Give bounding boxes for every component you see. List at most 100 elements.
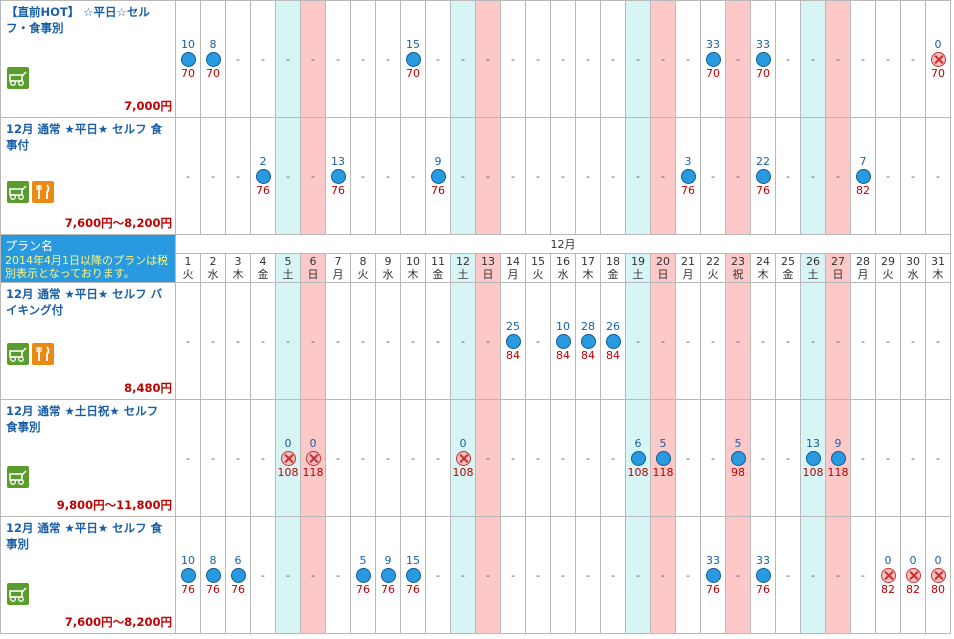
day-number: 17: [581, 255, 595, 268]
unavailable-dash: -: [611, 451, 615, 465]
day-cell[interactable]: 33 70: [700, 0, 726, 118]
available-dot-icon[interactable]: [805, 450, 821, 466]
available-dot-icon[interactable]: [180, 51, 196, 67]
day-cell[interactable]: 10 70: [175, 0, 201, 118]
day-cell[interactable]: 33 70: [750, 0, 776, 118]
unavailable-dash: -: [911, 52, 915, 66]
day-cell: -: [550, 516, 576, 634]
day-cell[interactable]: 6 76: [225, 516, 251, 634]
day-cell[interactable]: 33 76: [750, 516, 776, 634]
day-cell[interactable]: 6 108: [625, 399, 651, 517]
weekday: 日: [307, 268, 319, 281]
day-cell[interactable]: 25 84: [500, 282, 526, 400]
available-dot-icon[interactable]: [830, 450, 846, 466]
available-dot-icon[interactable]: [680, 168, 696, 184]
available-dot-icon[interactable]: [855, 168, 871, 184]
day-cell[interactable]: 0 108: [450, 399, 476, 517]
unavailable-dash: -: [386, 169, 390, 183]
available-dot-icon[interactable]: [705, 51, 721, 67]
available-dot-icon[interactable]: [355, 567, 371, 583]
weekday: 金: [257, 268, 269, 281]
day-cell[interactable]: 28 84: [575, 282, 601, 400]
available-dot-icon[interactable]: [705, 567, 721, 583]
day-number: 6: [309, 255, 317, 268]
day-cell[interactable]: 22 76: [750, 117, 776, 235]
plan-name-link[interactable]: 12月 通常 ★土日祝★ セルフ 食事別: [6, 404, 159, 434]
day-cell[interactable]: 0 70: [925, 0, 951, 118]
unavailable-dash: -: [811, 169, 815, 183]
day-number: 29: [881, 255, 895, 268]
day-cell[interactable]: 10 84: [550, 282, 576, 400]
plan-name-link[interactable]: 12月 通常 ★平日★ セルフ バイキング付: [6, 287, 163, 317]
unavailable-dash: -: [561, 451, 565, 465]
available-dot-icon[interactable]: [555, 333, 571, 349]
available-dot-icon[interactable]: [180, 567, 196, 583]
remaining-count: 28: [581, 319, 595, 333]
plan-name-link[interactable]: 12月 通常 ★平日★ セルフ 食事別: [6, 521, 163, 551]
day-cell[interactable]: 10 76: [175, 516, 201, 634]
day-cell: -: [250, 0, 276, 118]
day-cell[interactable]: 0 82: [875, 516, 901, 634]
available-dot-icon[interactable]: [330, 168, 346, 184]
available-dot-icon[interactable]: [405, 567, 421, 583]
day-cell[interactable]: 0 108: [275, 399, 301, 517]
available-dot-icon[interactable]: [605, 333, 621, 349]
day-cell[interactable]: 9 76: [425, 117, 451, 235]
day-cell[interactable]: 5 76: [350, 516, 376, 634]
day-cell[interactable]: 8 76: [200, 516, 226, 634]
day-cell[interactable]: 7 82: [850, 117, 876, 235]
day-cell: -: [525, 117, 551, 235]
day-cell[interactable]: 5 98: [725, 399, 751, 517]
day-cell: -: [375, 399, 401, 517]
day-number: 20: [656, 255, 670, 268]
plan-name-link[interactable]: 【直前HOT】 ☆平日☆セルフ・食事別: [6, 5, 150, 35]
day-cell[interactable]: 3 76: [675, 117, 701, 235]
unavailable-dash: -: [811, 52, 815, 66]
day-cell[interactable]: 8 70: [200, 0, 226, 118]
available-dot-icon[interactable]: [755, 567, 771, 583]
available-dot-icon[interactable]: [655, 450, 671, 466]
day-cell[interactable]: 15 76: [400, 516, 426, 634]
available-dot-icon[interactable]: [205, 51, 221, 67]
day-header: 12 土: [450, 253, 476, 283]
available-dot-icon[interactable]: [205, 567, 221, 583]
day-cell[interactable]: 33 76: [700, 516, 726, 634]
remaining-count: 25: [506, 319, 520, 333]
available-dot-icon[interactable]: [580, 333, 596, 349]
day-cell: -: [300, 0, 326, 118]
available-dot-icon[interactable]: [755, 168, 771, 184]
day-cell: -: [925, 399, 951, 517]
day-cell[interactable]: 0 80: [925, 516, 951, 634]
day-cell: -: [200, 117, 226, 235]
remaining-count: 6: [634, 436, 642, 450]
available-dot-icon[interactable]: [255, 168, 271, 184]
available-dot-icon[interactable]: [430, 168, 446, 184]
remaining-count: 15: [406, 37, 420, 51]
day-cell[interactable]: 9 118: [825, 399, 851, 517]
plan-name-link[interactable]: 12月 通常 ★平日★ セルフ 食事付: [6, 122, 163, 152]
unavailable-dash: -: [861, 451, 865, 465]
day-cell[interactable]: 26 84: [600, 282, 626, 400]
day-cell[interactable]: 13 108: [800, 399, 826, 517]
day-cell[interactable]: 15 70: [400, 0, 426, 118]
day-cell[interactable]: 2 76: [250, 117, 276, 235]
day-header: 31 木: [925, 253, 951, 283]
day-cell[interactable]: 0 82: [900, 516, 926, 634]
available-dot-icon[interactable]: [380, 567, 396, 583]
unavailable-dash: -: [386, 451, 390, 465]
day-cell[interactable]: 0 118: [300, 399, 326, 517]
day-cell: -: [475, 282, 501, 400]
available-dot-icon[interactable]: [755, 51, 771, 67]
day-cell[interactable]: 13 76: [325, 117, 351, 235]
available-dot-icon[interactable]: [630, 450, 646, 466]
available-dot-icon[interactable]: [505, 333, 521, 349]
available-dot-icon[interactable]: [405, 51, 421, 67]
available-dot-icon[interactable]: [230, 567, 246, 583]
remaining-count: 0: [884, 553, 892, 567]
unavailable-dash: -: [661, 52, 665, 66]
day-cell[interactable]: 9 76: [375, 516, 401, 634]
available-dot-icon[interactable]: [730, 450, 746, 466]
unavailable-dash: -: [636, 568, 640, 582]
day-cell: -: [450, 282, 476, 400]
day-cell[interactable]: 5 118: [650, 399, 676, 517]
